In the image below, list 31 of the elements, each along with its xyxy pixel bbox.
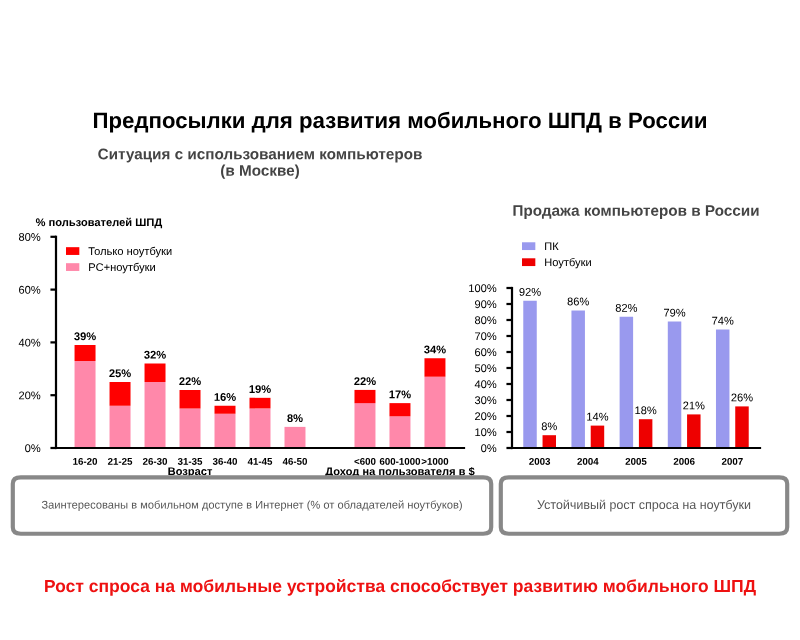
bar (109, 405, 131, 448)
bar (638, 419, 653, 448)
bar (354, 403, 376, 448)
bar (424, 376, 446, 448)
bar (715, 329, 730, 448)
bar (214, 413, 236, 448)
text: Рост спроса на мобильные устройства способствует развитию мобильного ШПД (45, 578, 756, 596)
bar (74, 345, 96, 361)
bar (424, 358, 446, 377)
bar (214, 405, 236, 414)
bar (735, 406, 749, 448)
bar (590, 425, 605, 448)
bar (389, 416, 411, 448)
bar (571, 310, 585, 448)
bar (389, 403, 411, 417)
bar (144, 382, 166, 448)
bar (354, 389, 376, 404)
bar (74, 360, 96, 448)
bar (109, 382, 131, 406)
bar (144, 363, 166, 382)
bar (249, 408, 271, 448)
bar (667, 321, 682, 448)
bar (542, 435, 557, 448)
bar (619, 316, 634, 448)
bar (179, 408, 201, 448)
bar (687, 414, 701, 448)
bar (523, 300, 537, 448)
text: Предпосылки для развития мобильного ШПД в России (93, 111, 706, 133)
bar (249, 397, 271, 409)
bar (284, 426, 306, 448)
bar (179, 389, 201, 409)
